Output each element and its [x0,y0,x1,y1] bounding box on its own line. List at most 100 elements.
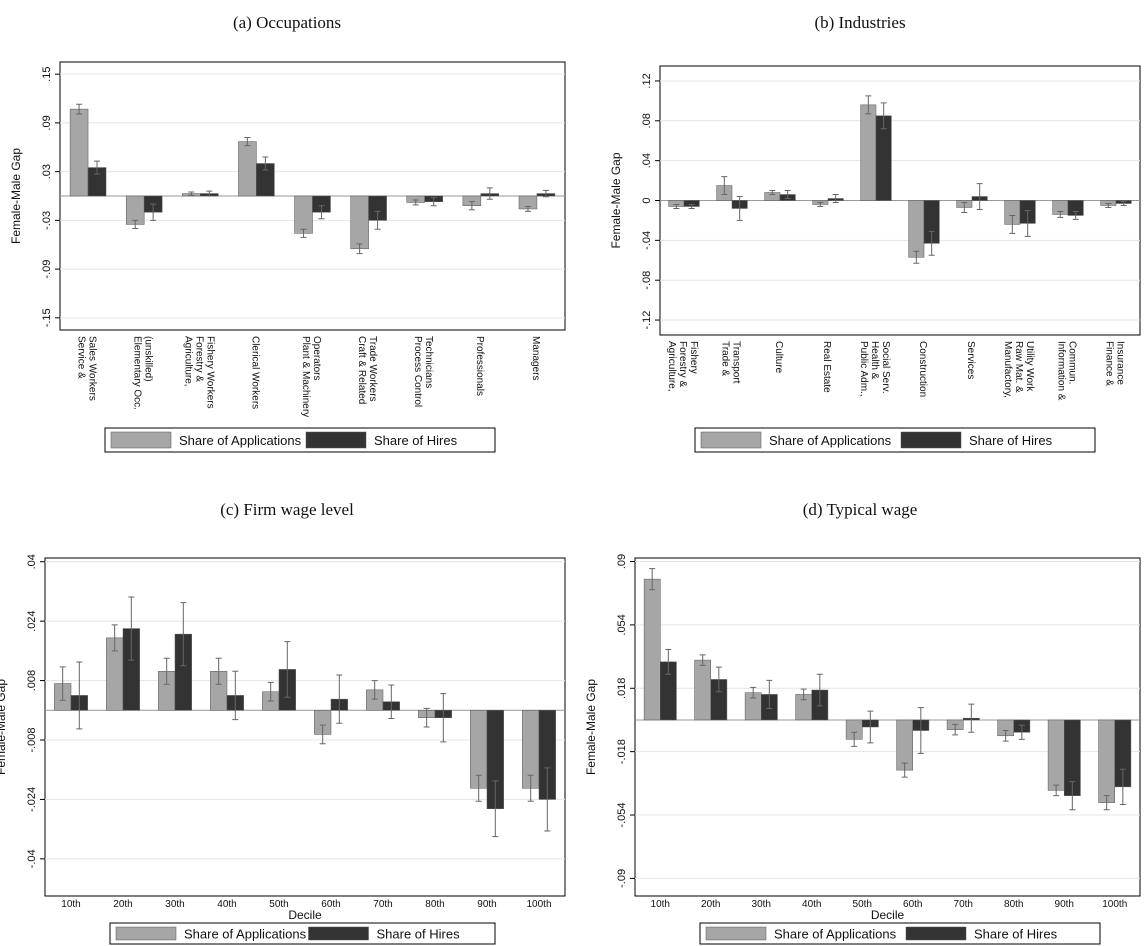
x-tick-label: 100th [526,899,551,910]
legend-box [699,922,1101,945]
plot-frame [44,557,566,897]
error-bar [318,205,325,220]
y-tick-label: .09 [616,554,628,569]
legend-swatch [110,431,172,449]
x-tick-label: 70th [954,899,973,910]
error-bar [673,203,680,209]
y-tick-label: -.04 [641,231,653,250]
x-tick-label: Real Estate [821,341,832,393]
error-bar [867,710,874,744]
y-tick-label: -.018 [616,739,628,764]
x-tick-label: 70th [373,899,392,910]
x-tick-label: Manufactory,Raw Mat. &Utility Work [1002,341,1035,398]
error-bar [784,190,791,200]
error-bar [1069,781,1076,811]
error-bar [800,688,807,701]
x-tick-label: Elementary Occ.(unskilled) [132,336,154,410]
error-bar [688,203,695,209]
error-bar [1103,795,1110,811]
y-tick-label: .018 [616,678,628,699]
error-bar [132,219,139,229]
x-tick-label: 30th [165,899,184,910]
legend-swatch [705,926,767,941]
error-bar [163,657,170,685]
legend-label: Share of Hires [374,433,458,448]
error-bar [300,228,307,238]
x-tick-label: Trade &Transport [720,341,742,384]
legend-swatch [905,926,967,941]
y-tick-label: -.09 [616,869,628,888]
y-axis-title: Female-Male Gap [0,679,8,775]
error-bar [111,624,118,652]
error-bar [180,602,187,667]
x-tick-label: Services [965,341,976,379]
error-bar [188,191,195,196]
error-bar [468,201,475,211]
chart-title: (b) Industries [814,13,905,32]
error-bar [388,684,395,719]
x-tick-label: 20th [113,899,132,910]
x-tick-label: Clerical Workers [249,336,260,409]
legend-swatch [305,431,367,449]
error-bar [721,176,728,196]
error-bar [1002,730,1009,742]
y-tick-label: .008 [26,670,38,691]
error-bar [492,780,499,838]
error-bar [150,203,157,221]
x-tick-label: 60th [321,899,340,910]
y-tick-label: .04 [26,554,38,569]
error-bar [952,723,959,736]
error-bar [1053,784,1060,797]
error-bar [968,703,975,733]
x-tick-label: Construction [917,341,928,397]
error-bar [769,190,776,196]
error-bar [715,666,722,693]
error-bar [262,156,269,171]
y-tick-label: -.12 [641,311,653,330]
error-bar [440,693,447,743]
error-bar [206,190,213,197]
x-tick-label: Craft & RelatedTrade Workers [356,336,378,404]
legend-label: Share of Applications [184,927,307,942]
error-bar [1105,202,1112,208]
y-tick-label: 0 [641,197,653,203]
x-tick-label: Finance &Insurance [1104,341,1126,386]
error-bar [128,596,135,661]
error-bar [961,201,968,213]
y-tick-label: -.054 [616,802,628,827]
error-bar [430,197,437,207]
bar [294,195,313,234]
legend-label: Share of Applications [769,433,892,448]
y-tick-label: .03 [41,164,53,179]
legend-label: Share of Hires [969,433,1053,448]
error-bar [901,762,908,778]
error-bar [475,774,482,802]
x-tick-label: 90th [477,899,496,910]
error-bar [94,160,101,175]
bar [69,108,89,197]
legend-label: Share of Hires [974,927,1058,942]
chart-title: (a) Occupations [233,13,341,32]
error-bar [412,199,419,206]
x-tick-label: 80th [1004,899,1023,910]
error-bar [59,666,66,701]
error-bar [913,250,920,264]
y-tick-label: -.08 [641,271,653,290]
error-bar [736,196,743,221]
error-bar [976,183,983,210]
error-bar [371,680,378,700]
error-bar [816,673,823,707]
legend-swatch [700,431,762,449]
chart-title: (d) Typical wage [803,500,918,519]
legend-swatch [900,431,962,449]
error-bar [542,189,549,198]
error-bar [244,137,251,147]
bar [860,104,877,201]
y-tick-label: .12 [641,73,653,88]
x-tick-label: Managers [530,336,541,380]
error-bar [527,774,534,802]
x-tick-label: 60th [903,899,922,910]
error-bar [766,679,773,710]
legend-label: Share of Applications [179,433,302,448]
